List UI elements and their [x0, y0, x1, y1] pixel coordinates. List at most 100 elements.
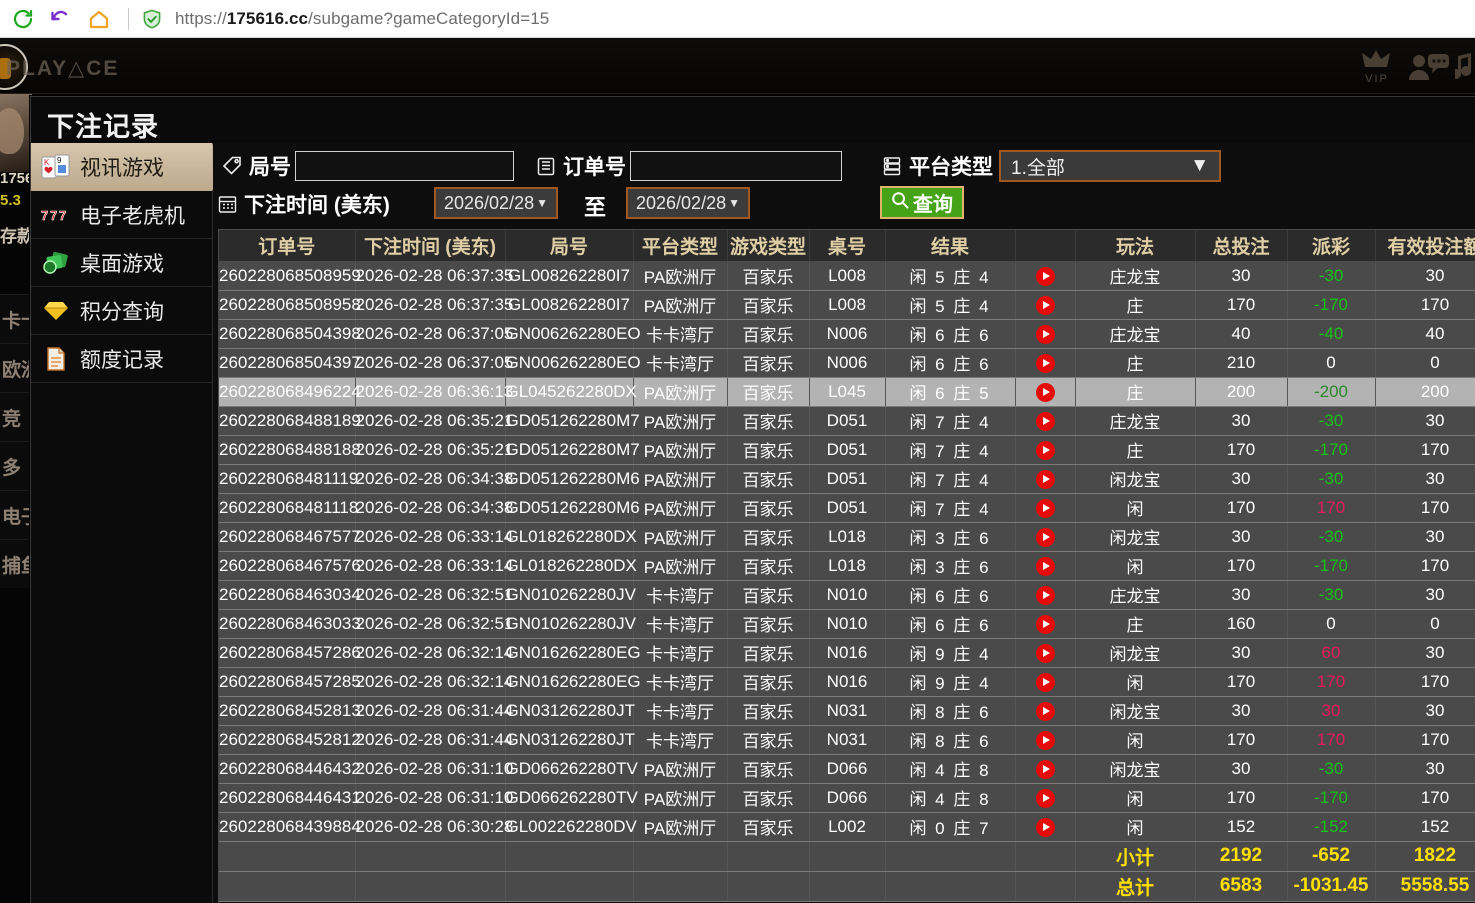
order-no-input[interactable] [630, 151, 842, 181]
cell-replay[interactable] [1015, 522, 1076, 552]
cell-replay[interactable] [1015, 406, 1076, 436]
date-from-picker[interactable]: 2026/02/28 ▼ [434, 187, 558, 219]
cell-replay[interactable] [1015, 319, 1076, 349]
music-note-icon[interactable] [1451, 52, 1475, 87]
col-total-bet[interactable]: 总投注 [1195, 230, 1288, 262]
cell-bet-time: 2026-02-28 06:31:10 [355, 754, 513, 784]
security-shield-icon[interactable] [141, 8, 163, 30]
cell-replay[interactable] [1015, 638, 1076, 668]
table-row[interactable]: 260228068457285 2026-02-28 06:32:14 GN0162… [219, 667, 1475, 697]
table-row[interactable]: 260228068488188 2026-02-28 06:35:21 GD0512… [219, 435, 1475, 465]
cell-game-type: 百家乐 [727, 609, 810, 639]
vip-crown-icon[interactable]: VIP [1355, 48, 1399, 85]
sidebar-item-table-games[interactable]: 桌面游戏 [31, 239, 212, 287]
replay-play-icon[interactable] [1035, 266, 1055, 286]
table-row[interactable]: 260228068463034 2026-02-28 06:32:51 GN0102… [219, 580, 1475, 610]
table-row[interactable]: 260228068481119 2026-02-28 06:34:38 GD0512… [219, 464, 1475, 494]
vip-label: VIP [1365, 73, 1389, 85]
site-header: PLAY△CE VIP [0, 38, 1475, 94]
replay-play-icon[interactable] [1035, 556, 1055, 576]
replay-play-icon[interactable] [1035, 672, 1055, 692]
cell-replay[interactable] [1015, 493, 1076, 523]
col-valid-bet[interactable]: 有效投注额 [1375, 230, 1475, 262]
replay-play-icon[interactable] [1035, 643, 1055, 663]
table-row[interactable]: 260228068504397 2026-02-28 06:37:05 GN0062… [219, 348, 1475, 378]
col-result[interactable]: 结果 [885, 230, 1016, 262]
replay-play-icon[interactable] [1035, 324, 1055, 344]
col-game-type[interactable]: 游戏类型 [727, 230, 810, 262]
table-row[interactable]: 260228068488189 2026-02-28 06:35:21 GD0512… [219, 406, 1475, 436]
home-icon[interactable] [84, 4, 114, 34]
sidebar-item-credit-record[interactable]: 额度记录 [31, 335, 212, 383]
date-to-picker[interactable]: 2026/02/28 ▼ [626, 187, 750, 219]
table-row[interactable]: 260228068467576 2026-02-28 06:33:14 GL0182… [219, 551, 1475, 581]
table-row[interactable]: 260228068481118 2026-02-28 06:34:38 GD0512… [219, 493, 1475, 523]
replay-play-icon[interactable] [1035, 411, 1055, 431]
back-icon[interactable] [46, 4, 76, 34]
col-bet-time[interactable]: 下注时间 (美东) [355, 230, 506, 262]
replay-play-icon[interactable] [1035, 614, 1055, 634]
cell-replay[interactable] [1015, 435, 1076, 465]
replay-play-icon[interactable] [1035, 498, 1055, 518]
replay-play-icon[interactable] [1035, 295, 1055, 315]
table-row[interactable]: 260228068457286 2026-02-28 06:32:14 GN0162… [219, 638, 1475, 668]
cell-replay[interactable] [1015, 290, 1076, 320]
sidebar-item-points-query[interactable]: 积分查询 [31, 287, 212, 335]
replay-play-icon[interactable] [1035, 759, 1055, 779]
replay-play-icon[interactable] [1035, 353, 1055, 373]
cell-blank [727, 841, 810, 872]
cell-replay[interactable] [1015, 783, 1076, 813]
col-payout[interactable]: 派彩 [1287, 230, 1376, 262]
table-row[interactable]: 260228068504398 2026-02-28 06:37:05 GN0062… [219, 319, 1475, 349]
sidebar-item-live-games[interactable]: K 9 视讯游戏 [31, 143, 225, 191]
bet-records-table-container[interactable]: 订单号 下注时间 (美东) 局号 平台类型 游戏类型 桌号 结果 玩法 总投注 … [218, 229, 1475, 903]
cell-replay[interactable] [1015, 261, 1076, 291]
round-no-input[interactable] [295, 151, 514, 181]
cell-replay[interactable] [1015, 464, 1076, 494]
cell-round-no: GN031262280JT [505, 725, 635, 755]
table-row[interactable]: 260228068452813 2026-02-28 06:31:44 GN0312… [219, 696, 1475, 726]
cell-replay[interactable] [1015, 580, 1076, 610]
cell-replay[interactable] [1015, 812, 1076, 842]
cell-round-no: GL008262280I7 [505, 290, 634, 320]
cell-replay[interactable] [1015, 725, 1076, 755]
cell-total-bet: 152 [1195, 812, 1288, 842]
cell-replay[interactable] [1015, 377, 1076, 407]
table-row[interactable]: 260228068452812 2026-02-28 06:31:44 GN0312… [219, 725, 1475, 755]
replay-play-icon[interactable] [1035, 440, 1055, 460]
table-row[interactable]: 260228068463033 2026-02-28 06:32:51 GN0102… [219, 609, 1475, 639]
reload-icon[interactable] [8, 4, 38, 34]
cell-replay[interactable] [1015, 696, 1076, 726]
site-logo-text[interactable]: PLAY△CE [6, 57, 120, 80]
cell-replay[interactable] [1015, 551, 1076, 581]
col-platform-type[interactable]: 平台类型 [633, 230, 728, 262]
replay-play-icon[interactable] [1035, 817, 1055, 837]
col-round-no[interactable]: 局号 [505, 230, 634, 262]
col-table-no[interactable]: 桌号 [809, 230, 886, 262]
replay-play-icon[interactable] [1035, 585, 1055, 605]
col-play-type[interactable]: 玩法 [1075, 230, 1196, 262]
table-row[interactable]: 260228068439884 2026-02-28 06:30:28 GL0022… [219, 812, 1475, 842]
search-button[interactable]: 查询 [880, 186, 964, 219]
chat-icon[interactable] [1408, 52, 1450, 89]
url-bar[interactable]: https://175616.cc/subgame?gameCategoryId… [175, 9, 549, 29]
cell-replay[interactable] [1015, 754, 1076, 784]
replay-play-icon[interactable] [1035, 527, 1055, 547]
table-row[interactable]: 260228068467577 2026-02-28 06:33:14 GL0182… [219, 522, 1475, 552]
table-row[interactable]: 260228068496224 2026-02-28 06:36:13 GL0452… [219, 377, 1475, 407]
table-row[interactable]: 260228068508959 2026-02-28 06:37:35 GL0082… [219, 261, 1475, 291]
col-order-no[interactable]: 订单号 [219, 230, 356, 262]
cell-replay[interactable] [1015, 609, 1076, 639]
replay-play-icon[interactable] [1035, 788, 1055, 808]
replay-play-icon[interactable] [1035, 382, 1055, 402]
cell-replay[interactable] [1015, 348, 1076, 378]
replay-play-icon[interactable] [1035, 469, 1055, 489]
table-row[interactable]: 260228068446431 2026-02-28 06:31:10 GD0662… [219, 783, 1475, 813]
table-row[interactable]: 260228068446432 2026-02-28 06:31:10 GD0662… [219, 754, 1475, 784]
cell-replay[interactable] [1015, 667, 1076, 697]
table-row[interactable]: 260228068508958 2026-02-28 06:37:35 GL0082… [219, 290, 1475, 320]
replay-play-icon[interactable] [1035, 730, 1055, 750]
replay-play-icon[interactable] [1035, 701, 1055, 721]
platform-type-select[interactable]: 1.全部 ▼ [999, 150, 1221, 182]
